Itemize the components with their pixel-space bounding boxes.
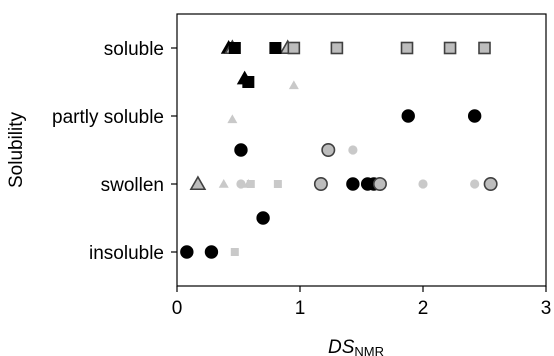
data-point-square-black xyxy=(269,42,282,54)
data-point-circle-gray-outlined xyxy=(372,177,387,192)
data-point-circle-black xyxy=(256,211,270,225)
x-tick-label: 3 xyxy=(541,298,552,319)
x-tick-label: 2 xyxy=(418,298,429,319)
data-point-square-black xyxy=(242,76,255,88)
data-point-circle-gray-outlined xyxy=(321,143,336,158)
data-point-square-black xyxy=(228,42,241,54)
y-tick-label: soluble xyxy=(104,39,164,60)
data-point-circle-black xyxy=(204,245,219,259)
data-point-circle-black xyxy=(234,143,248,157)
data-point-circle-light_gray xyxy=(470,179,480,189)
x-axis-label: DSNMR xyxy=(328,337,384,356)
data-point-square-light_gray xyxy=(246,180,255,188)
data-point-triangle-light_gray xyxy=(227,114,238,124)
x-tick-label: 1 xyxy=(295,298,306,319)
data-point-square-gray-outlined xyxy=(400,41,414,55)
data-point-square-gray-outlined xyxy=(443,41,457,55)
data-point-square-gray-outlined xyxy=(330,41,344,55)
data-point-circle-black xyxy=(346,177,360,191)
data-point-triangle-gray-outlined xyxy=(189,175,207,191)
x-axis-ticks: 0 1 2 3 xyxy=(172,286,552,319)
x-axis-label-main: DS xyxy=(328,337,355,356)
data-point-circle-black xyxy=(180,245,194,259)
y-axis-ticks: soluble partly soluble swollen insoluble xyxy=(52,39,177,264)
plot-area-frame xyxy=(176,13,547,287)
data-marks xyxy=(180,39,498,259)
x-axis-label-subscript: NMR xyxy=(354,344,384,356)
data-point-triangle-light_gray xyxy=(218,179,229,188)
data-point-square-gray-outlined xyxy=(478,41,491,55)
data-point-circle-black xyxy=(401,109,415,123)
y-tick-label: insoluble xyxy=(89,243,164,264)
data-point-square-gray-outlined xyxy=(287,41,301,55)
data-point-triangle-light_gray xyxy=(288,80,299,90)
data-point-circle-gray-outlined xyxy=(313,177,328,192)
y-tick-label: swollen xyxy=(101,175,164,196)
data-point-circle-light_gray xyxy=(348,145,358,155)
data-point-square-light_gray xyxy=(273,180,282,188)
data-point-circle-light_gray xyxy=(236,179,246,189)
y-axis-label: Solubility xyxy=(6,111,27,188)
x-tick-label: 0 xyxy=(172,298,183,319)
data-point-circle-gray-outlined xyxy=(483,177,498,192)
data-point-circle-light_gray xyxy=(418,179,428,189)
data-point-square-light_gray xyxy=(230,248,239,256)
y-tick-label: partly soluble xyxy=(52,107,164,128)
data-point-circle-black xyxy=(467,109,482,123)
